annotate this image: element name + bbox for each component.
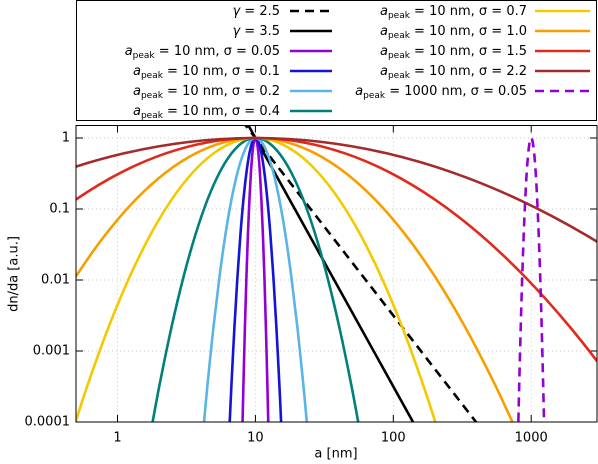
legend-label: apeak = 10 nm, σ = 1.5 xyxy=(380,44,527,61)
y-axis-label: dn/da [a.u.] xyxy=(7,236,22,312)
legend-label: apeak = 10 nm, σ = 0.2 xyxy=(133,84,280,101)
x-tick-label: 100 xyxy=(381,431,406,446)
y-tick-label: 1 xyxy=(62,131,70,146)
legend-label: apeak = 10 nm, σ = 0.7 xyxy=(380,4,527,21)
y-tick-label: 0.1 xyxy=(49,202,70,217)
legend-label: apeak = 10 nm, σ = 0.05 xyxy=(125,44,280,61)
legend-label: apeak = 10 nm, σ = 0.4 xyxy=(133,104,280,121)
series-line xyxy=(151,136,360,422)
series-line xyxy=(202,136,309,422)
legend-label: γ = 2.5 xyxy=(232,4,280,19)
x-tick-label: 1 xyxy=(113,431,121,446)
x-tick-label: 1000 xyxy=(515,431,548,446)
legend-box xyxy=(76,0,597,121)
legend-label: apeak = 10 nm, σ = 1.0 xyxy=(380,24,527,41)
series-line xyxy=(76,136,597,244)
y-tick-label: 0.001 xyxy=(33,344,70,359)
legend-label: apeak = 10 nm, σ = 2.2 xyxy=(380,64,527,81)
series-line xyxy=(228,136,283,422)
legend-label: apeak = 1000 nm, σ = 0.05 xyxy=(355,84,527,101)
series-line xyxy=(76,136,437,422)
x-tick-label: 10 xyxy=(247,431,264,446)
series-line xyxy=(517,136,546,422)
legend-label: γ = 3.5 xyxy=(232,24,280,39)
y-tick-label: 0.0001 xyxy=(25,415,71,430)
series-line xyxy=(244,125,478,422)
plot-area xyxy=(76,125,597,422)
x-axis-label: a [nm] xyxy=(314,447,357,462)
plot-frame xyxy=(75,125,598,423)
series-line xyxy=(76,136,597,364)
y-tick-label: 0.01 xyxy=(41,273,70,288)
legend-label: apeak = 10 nm, σ = 0.1 xyxy=(133,64,280,81)
